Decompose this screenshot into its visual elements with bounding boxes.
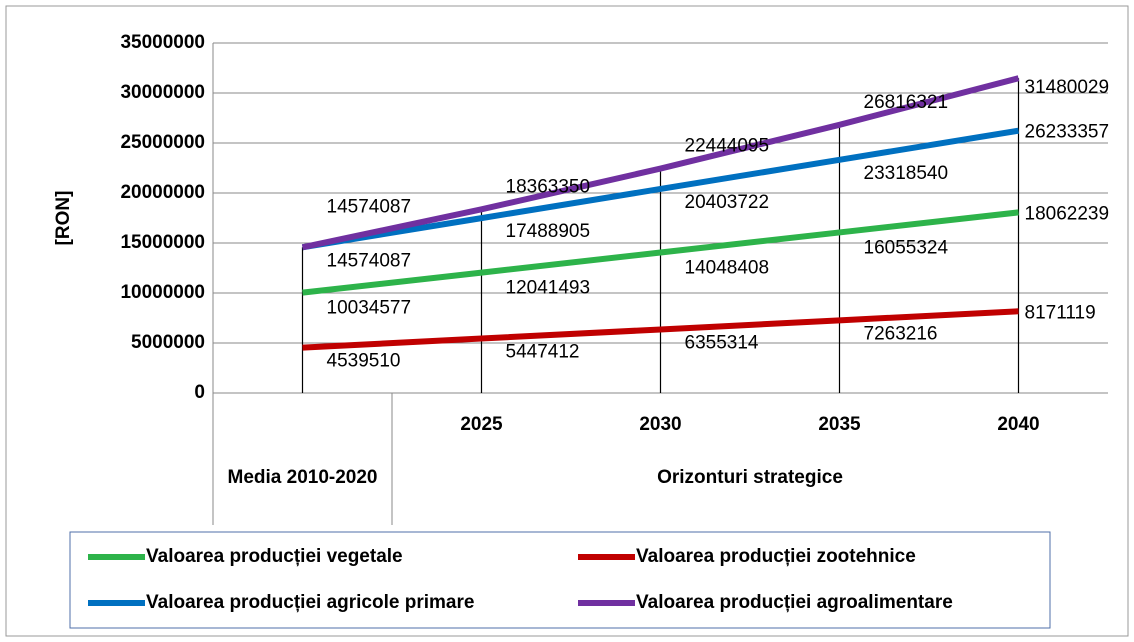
legend-label: Valoarea producției zootehnice	[636, 546, 916, 567]
data-label: 6355314	[685, 332, 759, 353]
x-tick-label: 2030	[639, 414, 681, 435]
y-tick-label: 35000000	[120, 32, 205, 53]
y-tick-label: 15000000	[120, 232, 205, 253]
data-label: 14574087	[327, 250, 412, 271]
data-label: 5447412	[506, 342, 580, 363]
y-tick-label: 5000000	[131, 332, 205, 353]
y-tick-label: 25000000	[120, 132, 205, 153]
legend-label: Valoarea producției agroalimentare	[636, 592, 953, 613]
data-label: 8171119	[1025, 302, 1096, 323]
legend-label: Valoarea producției agricole primare	[146, 592, 474, 613]
chart-frame	[5, 5, 1129, 637]
data-label: 12041493	[506, 278, 591, 299]
data-label: 26816321	[864, 92, 949, 113]
series-line	[301, 75, 1020, 251]
data-label: 10034577	[327, 298, 412, 319]
data-label: 4539510	[327, 351, 401, 372]
legend-label: Valoarea producției vegetale	[146, 546, 403, 567]
y-tick-label: 0	[194, 382, 205, 403]
data-label: 18062239	[1025, 203, 1110, 224]
legend-box	[69, 531, 1051, 629]
data-label: 18363350	[506, 176, 591, 197]
data-label: 20403722	[685, 192, 770, 213]
x-tick-label: 2035	[818, 414, 861, 435]
data-label: 23318540	[864, 163, 949, 184]
data-label: 16055324	[864, 237, 949, 258]
y-tick-label: 10000000	[120, 282, 205, 303]
data-label: 26233357	[1025, 122, 1110, 143]
data-label: 14574087	[327, 197, 412, 218]
y-tick-label: 20000000	[120, 182, 205, 203]
data-label: 14048408	[685, 258, 770, 279]
data-label: 31480029	[1025, 77, 1110, 98]
x-group-label: Media 2010-2020	[228, 467, 378, 488]
y-tick-label: 30000000	[120, 82, 205, 103]
series-line	[302, 308, 1019, 351]
x-tick-label: 2025	[460, 414, 503, 435]
data-label: 7263216	[864, 323, 938, 344]
x-group-label: Orizonturi strategice	[657, 467, 843, 488]
data-label: 17488905	[506, 221, 591, 242]
series-line	[302, 209, 1019, 296]
x-tick-label: 2040	[997, 414, 1039, 435]
y-axis-label: [RON]	[53, 191, 74, 246]
series-line	[302, 127, 1019, 251]
data-label: 22444095	[685, 136, 770, 157]
